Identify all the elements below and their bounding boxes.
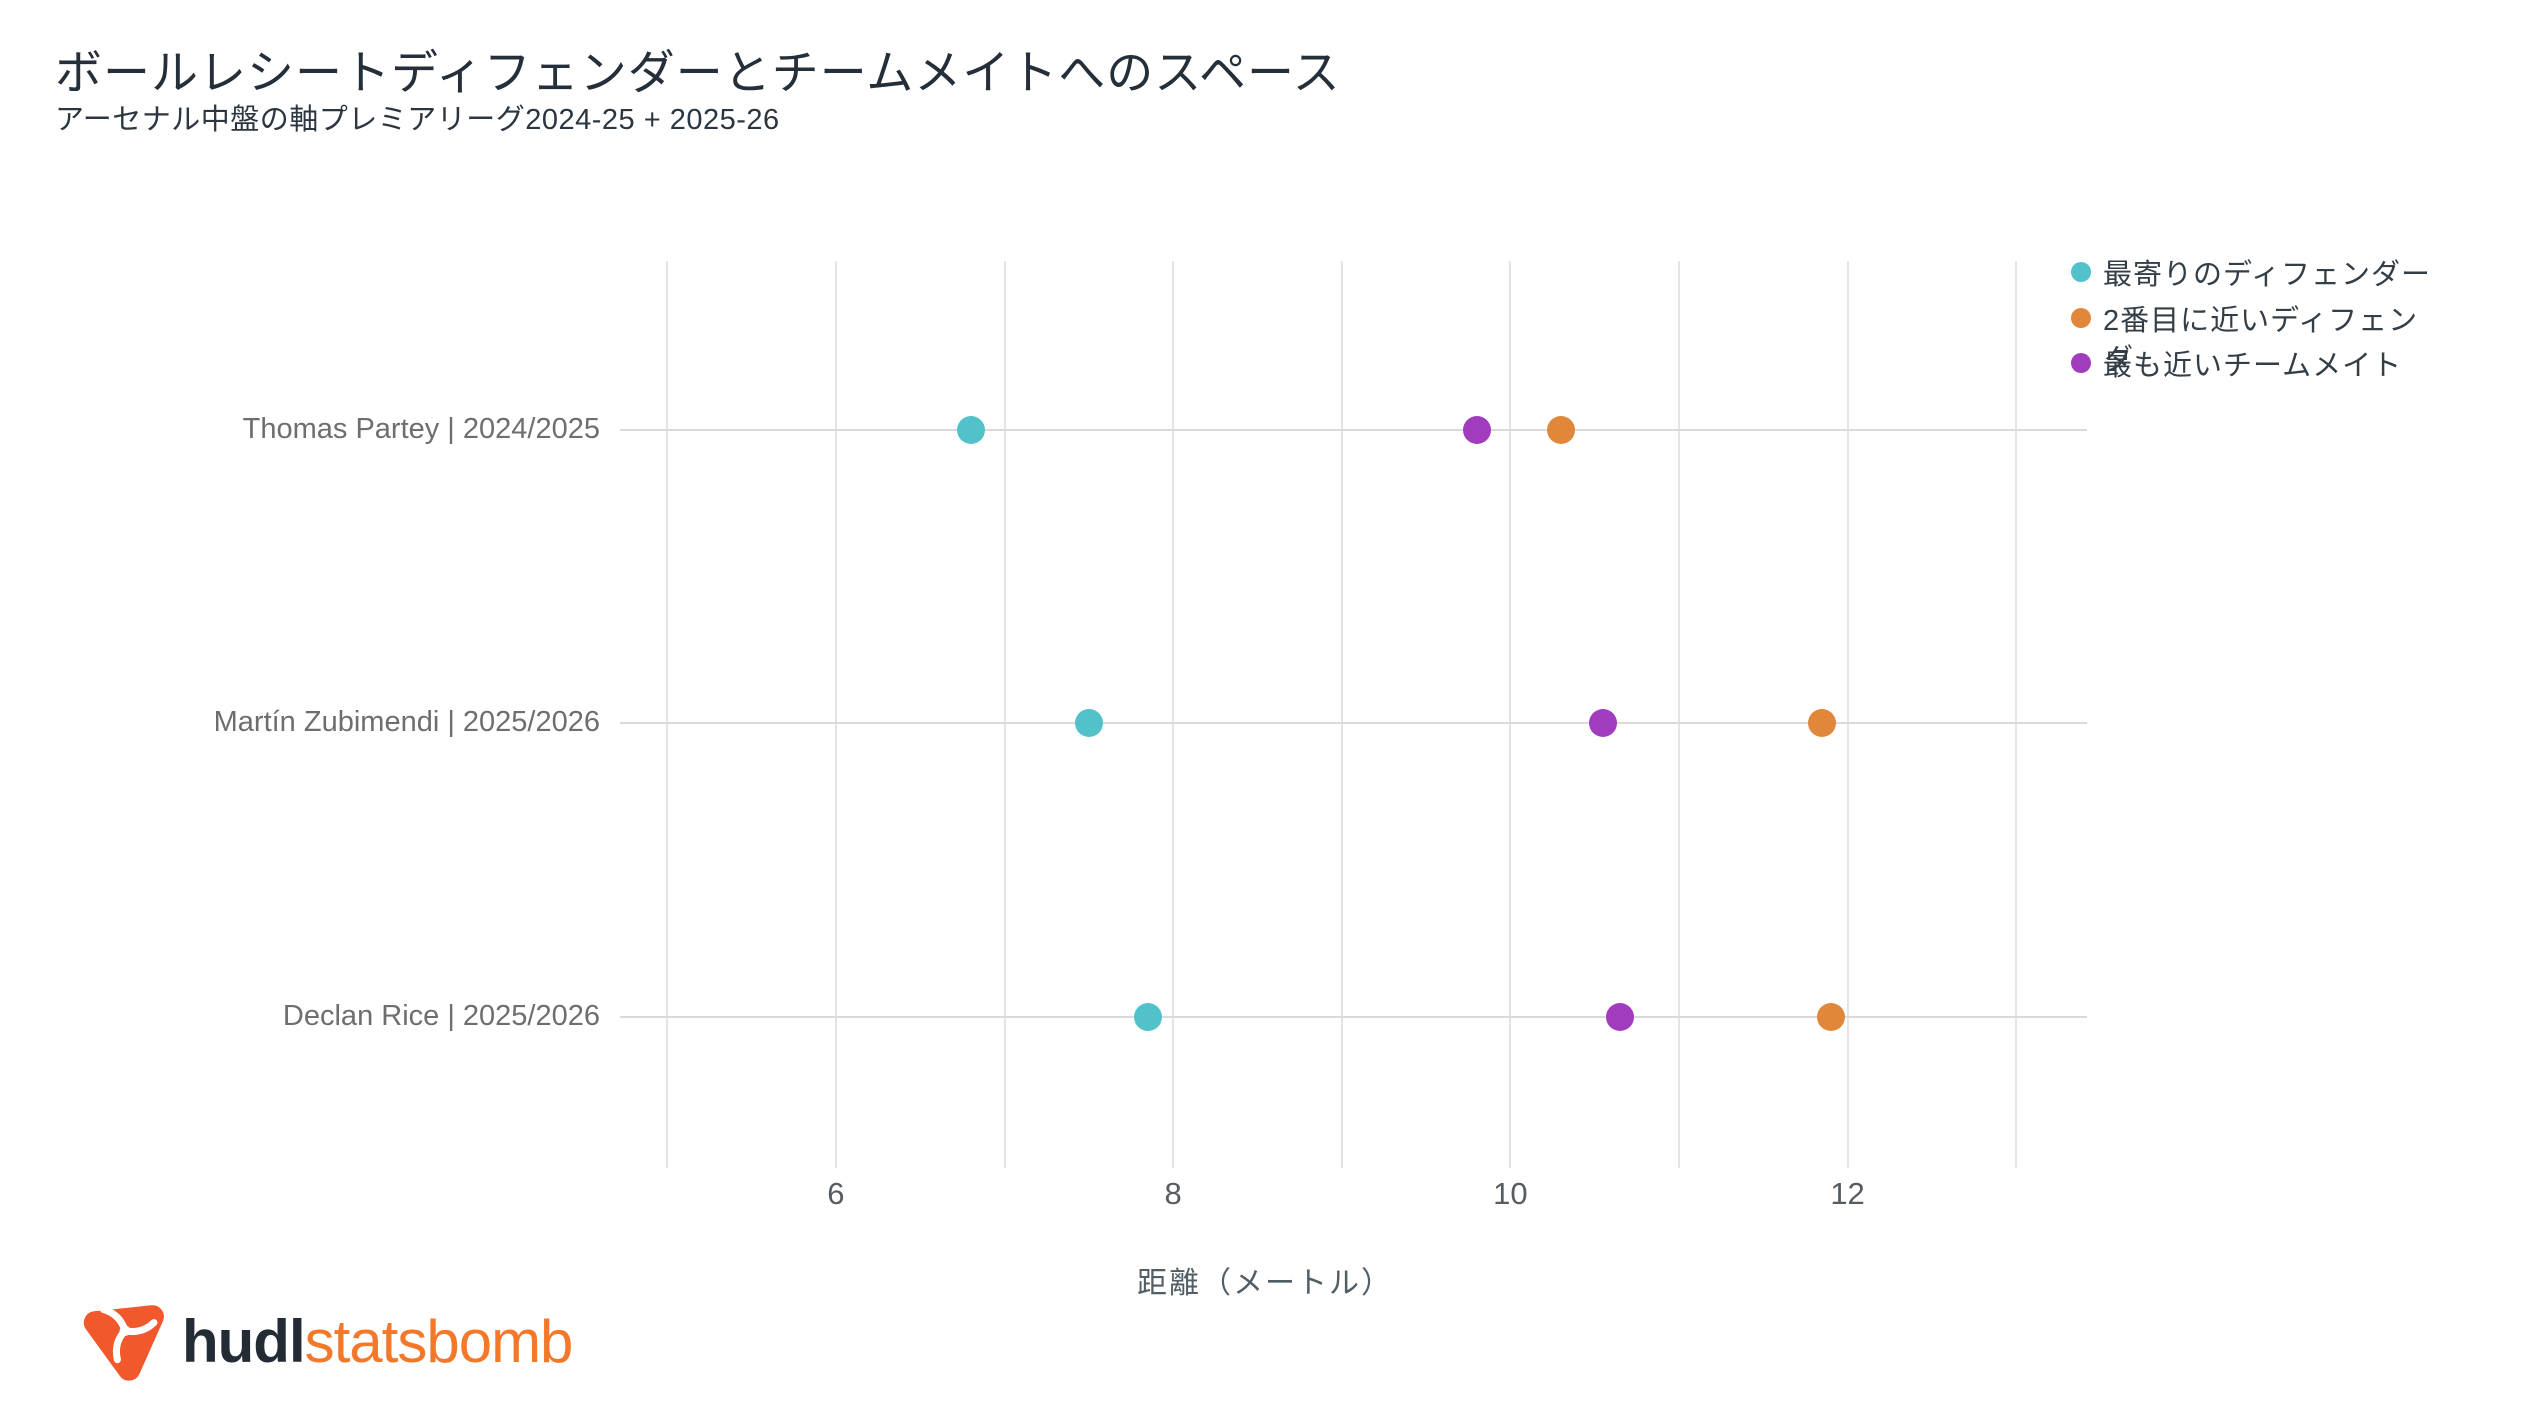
x-gridline — [666, 261, 669, 1168]
x-gridline — [1846, 261, 1849, 1168]
legend-swatch-icon — [2071, 353, 2091, 373]
legend-item: 最も近いチームメイト — [2071, 349, 2402, 382]
legend-label-overflow: ダ — [2104, 344, 2134, 376]
x-tick-label: 12 — [1830, 1176, 1865, 1211]
x-gridline — [1003, 261, 1006, 1168]
data-point — [1605, 1002, 1634, 1031]
legend-swatch-icon — [2071, 262, 2091, 282]
x-tick-label: 8 — [1164, 1176, 1182, 1211]
data-point — [1074, 708, 1103, 737]
row-gridline — [620, 721, 2087, 724]
x-gridline — [1677, 261, 1680, 1168]
x-tick-label: 10 — [1493, 1176, 1528, 1211]
x-gridline — [2015, 261, 2018, 1168]
legend-label: 2番目に近いディフェン — [2103, 305, 2419, 337]
x-tick-label: 6 — [827, 1176, 845, 1211]
brand-statsbomb: statsbomb — [304, 1308, 574, 1375]
row-gridline — [620, 428, 2087, 431]
x-axis-title: 距離（メートル） — [1137, 1267, 1393, 1300]
legend-swatch-icon — [2071, 308, 2091, 328]
chart-title: ボールレシートディフェンダーとチームメイトへのスペース — [55, 46, 1341, 99]
data-point — [1546, 415, 1575, 444]
hudl-statsbomb-icon — [83, 1305, 164, 1381]
row-label: Martín Zubimendi | 2025/2026 — [213, 705, 600, 738]
data-point — [1462, 415, 1491, 444]
data-point — [1589, 708, 1618, 737]
legend-label: 最寄りのディフェンダー — [2103, 259, 2431, 291]
x-gridline — [1509, 261, 1512, 1168]
row-label: Declan Rice | 2025/2026 — [282, 999, 600, 1032]
data-point — [1808, 708, 1837, 737]
chart-subtitle: アーセナル中盤の軸プレミアリーグ2024-25 + 2025-26 — [55, 104, 780, 136]
legend-item: 最寄りのディフェンダー — [2071, 258, 2431, 291]
brand-hudl: hudl — [182, 1308, 306, 1375]
row-label: Thomas Partey | 2024/2025 — [242, 412, 600, 445]
data-point — [1133, 1002, 1162, 1031]
legend-label: 最も近いチームメイト — [2103, 350, 2403, 382]
x-gridline — [1172, 261, 1175, 1168]
plot-area — [620, 261, 2087, 1168]
x-gridline — [1340, 261, 1343, 1168]
legend-item: 2番目に近いディフェン — [2071, 304, 2418, 337]
data-point — [1816, 1002, 1845, 1031]
data-point — [956, 415, 985, 444]
footer-brand: hudl statsbomb — [80, 1298, 574, 1386]
row-gridline — [620, 1015, 2087, 1018]
x-gridline — [834, 261, 837, 1168]
